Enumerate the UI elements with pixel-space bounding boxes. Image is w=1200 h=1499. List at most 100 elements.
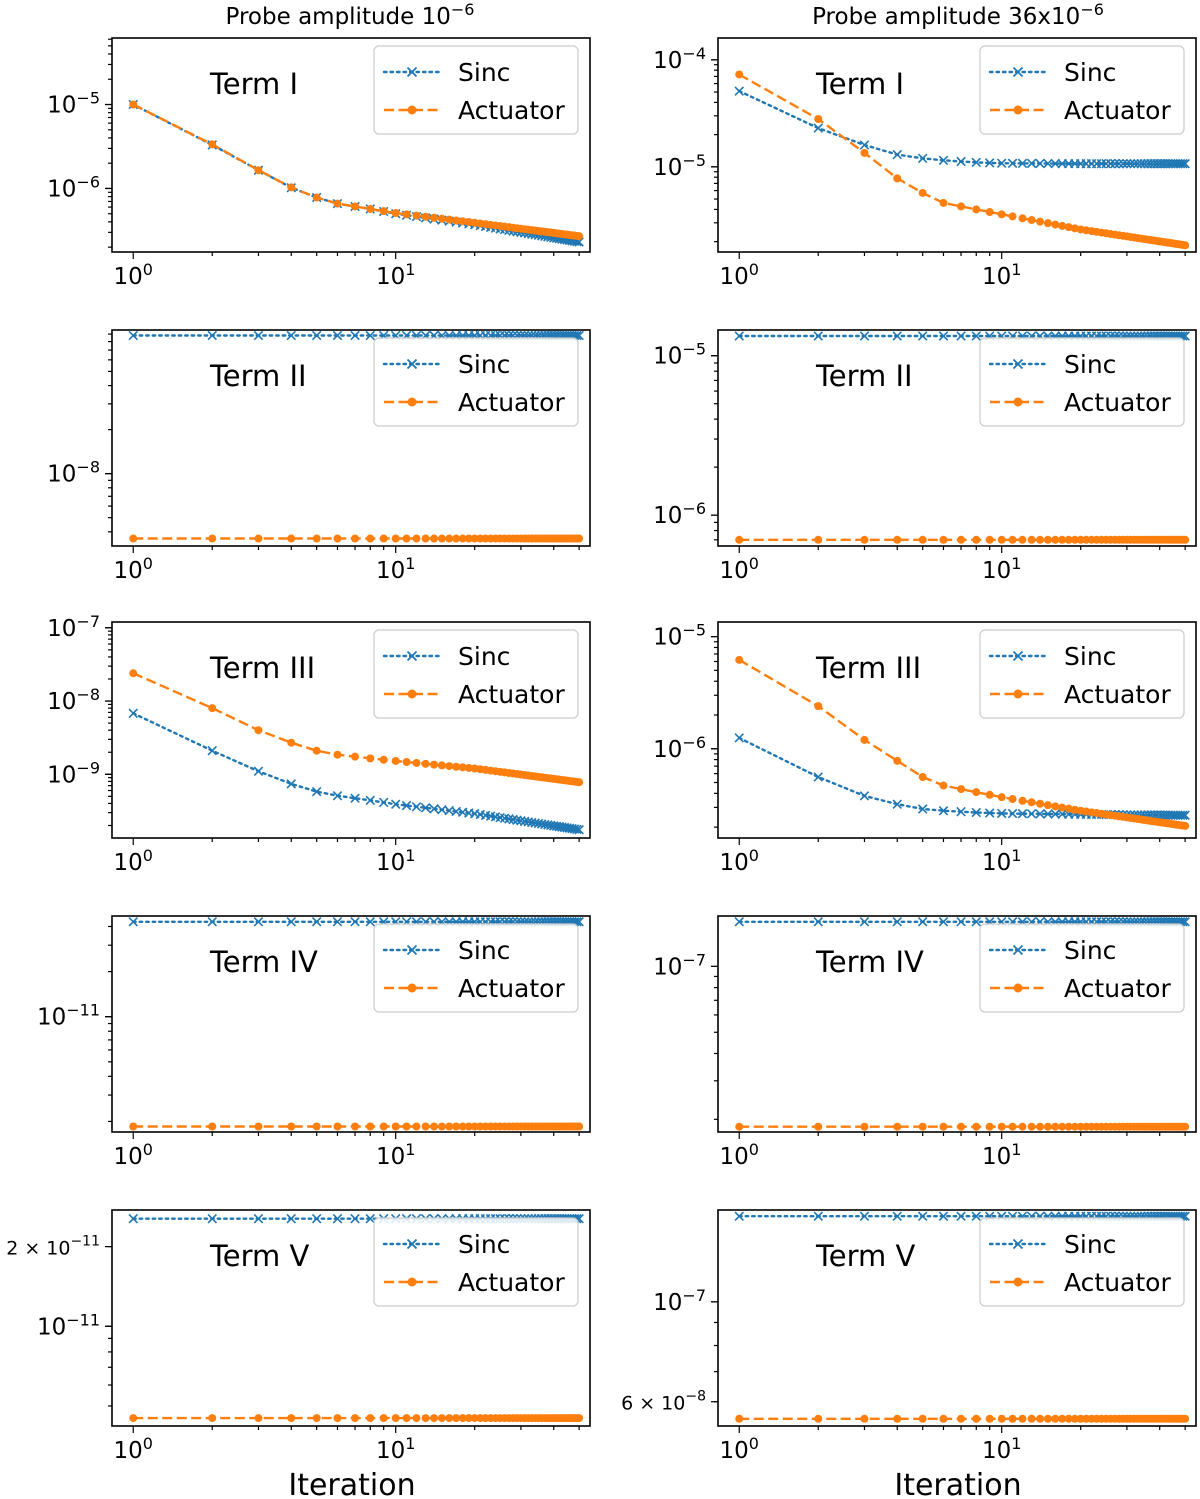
actuator-point (312, 193, 321, 202)
actuator-point (1018, 535, 1027, 544)
x-tick-label: 101 (982, 260, 1021, 290)
actuator-point (957, 202, 966, 211)
sinc-point (311, 786, 322, 797)
sinc-point (311, 330, 322, 341)
y-tick-label: 10−5 (653, 151, 706, 181)
legend-actuator-label: Actuator (1064, 96, 1171, 125)
sinc-point (892, 916, 903, 927)
actuator-point (1051, 535, 1060, 544)
actuator-point (366, 1414, 375, 1423)
actuator-point (366, 1122, 375, 1131)
panel-10: 100 101 10−7 6 × 10−8 Term V Sinc Actuator (621, 1209, 1197, 1464)
sinc-point (253, 917, 264, 927)
legend-actuator-label: Actuator (1064, 1268, 1171, 1297)
term-label: Term V (815, 1239, 916, 1273)
sinc-point (859, 791, 870, 801)
actuator-point (972, 1414, 981, 1423)
legend-actuator-marker (1013, 397, 1023, 407)
sinc-point (332, 1213, 343, 1224)
sinc-point (917, 331, 928, 341)
sinc-point (207, 330, 218, 341)
actuator-point (1027, 1414, 1036, 1423)
actuator-point (918, 1122, 927, 1131)
legend: Sinc Actuator (979, 923, 1185, 1013)
sinc-point (365, 795, 376, 806)
sinc-point (207, 745, 218, 756)
actuator-point (1058, 221, 1067, 230)
x-tick-label: 101 (376, 1140, 415, 1170)
sinc-point (996, 158, 1007, 169)
legend-sinc-label: Sinc (1064, 58, 1116, 87)
actuator-point (129, 534, 138, 543)
legend-actuator-marker (407, 1277, 417, 1287)
legend-sinc-label: Sinc (1064, 1230, 1116, 1259)
sinc-point (332, 917, 343, 927)
sinc-point (574, 824, 584, 835)
y-tick-label: 10−5 (653, 621, 706, 651)
actuator-point (1043, 219, 1052, 228)
actuator-point (1043, 1122, 1052, 1131)
actuator-point (391, 1414, 400, 1423)
actuator-point (893, 1122, 902, 1131)
actuator-point (1036, 1414, 1045, 1423)
actuator-point (1036, 535, 1045, 544)
actuator-point (287, 1122, 296, 1131)
actuator-point (814, 535, 823, 544)
term-label: Term I (209, 67, 298, 101)
actuator-point (208, 534, 217, 543)
legend: Sinc Actuator (979, 629, 1185, 719)
actuator-point (814, 1122, 823, 1131)
panel-6: 100 101 10−5 10−6 Term III Sinc Actuator (653, 621, 1197, 876)
term-label: Term V (209, 1239, 310, 1273)
actuator-point (1036, 799, 1045, 808)
actuator-point (445, 762, 454, 771)
panel-4: 100 101 10−5 10−6 Term II Sinc Actuator (653, 329, 1197, 584)
actuator-point (1018, 1122, 1027, 1131)
y-tick-label: 10−8 (47, 685, 100, 715)
legend-sinc-marker (1012, 1238, 1024, 1250)
actuator-point (421, 534, 430, 543)
actuator-point (464, 534, 473, 543)
sinc-point (207, 917, 218, 927)
sinc-point (286, 1213, 297, 1224)
actuator-point (437, 534, 446, 543)
panel-5: 100 101 10−7 10−8 10−9 Term III Sinc Actuator (47, 612, 591, 876)
actuator-point (1027, 216, 1036, 225)
sinc-point (971, 1211, 982, 1221)
sinc-point (917, 153, 928, 164)
legend-box (373, 45, 579, 135)
x-tick-label: 100 (720, 554, 759, 584)
sinc-point (813, 916, 824, 927)
actuator-point (985, 535, 994, 544)
actuator-point (412, 1414, 421, 1423)
actuator-point (985, 1414, 994, 1423)
sinc-point (1118, 158, 1128, 169)
actuator-point (1181, 821, 1190, 830)
sinc-point (286, 917, 297, 927)
actuator-point (430, 1122, 439, 1131)
actuator-point (458, 1122, 467, 1131)
actuator-point (421, 759, 430, 768)
legend-sinc-label: Sinc (1064, 936, 1116, 965)
actuator-point (575, 1414, 584, 1423)
actuator-point (208, 1414, 217, 1423)
actuator-point (287, 1414, 296, 1423)
panel-3: 100 101 10−8 Term II Sinc Actuator (47, 329, 591, 584)
legend-box (373, 923, 579, 1013)
actuator-point (458, 534, 467, 543)
legend: Sinc Actuator (373, 337, 579, 427)
actuator-point (1051, 1122, 1060, 1131)
actuator-point (893, 756, 902, 765)
actuator-point (391, 534, 400, 543)
actuator-point (208, 1122, 217, 1131)
panel-1: 100 101 10−5 10−6 Term I Sinc Actuator (47, 37, 591, 290)
axes-frame (111, 37, 591, 253)
actuator-point (1058, 803, 1067, 812)
sinc-point (938, 805, 949, 816)
sinc-point (938, 1211, 949, 1221)
actuator-point (972, 1122, 981, 1131)
legend-actuator-marker (1013, 983, 1023, 993)
sinc-point (956, 806, 966, 817)
actuator-point (366, 534, 375, 543)
sinc-point (128, 708, 139, 719)
